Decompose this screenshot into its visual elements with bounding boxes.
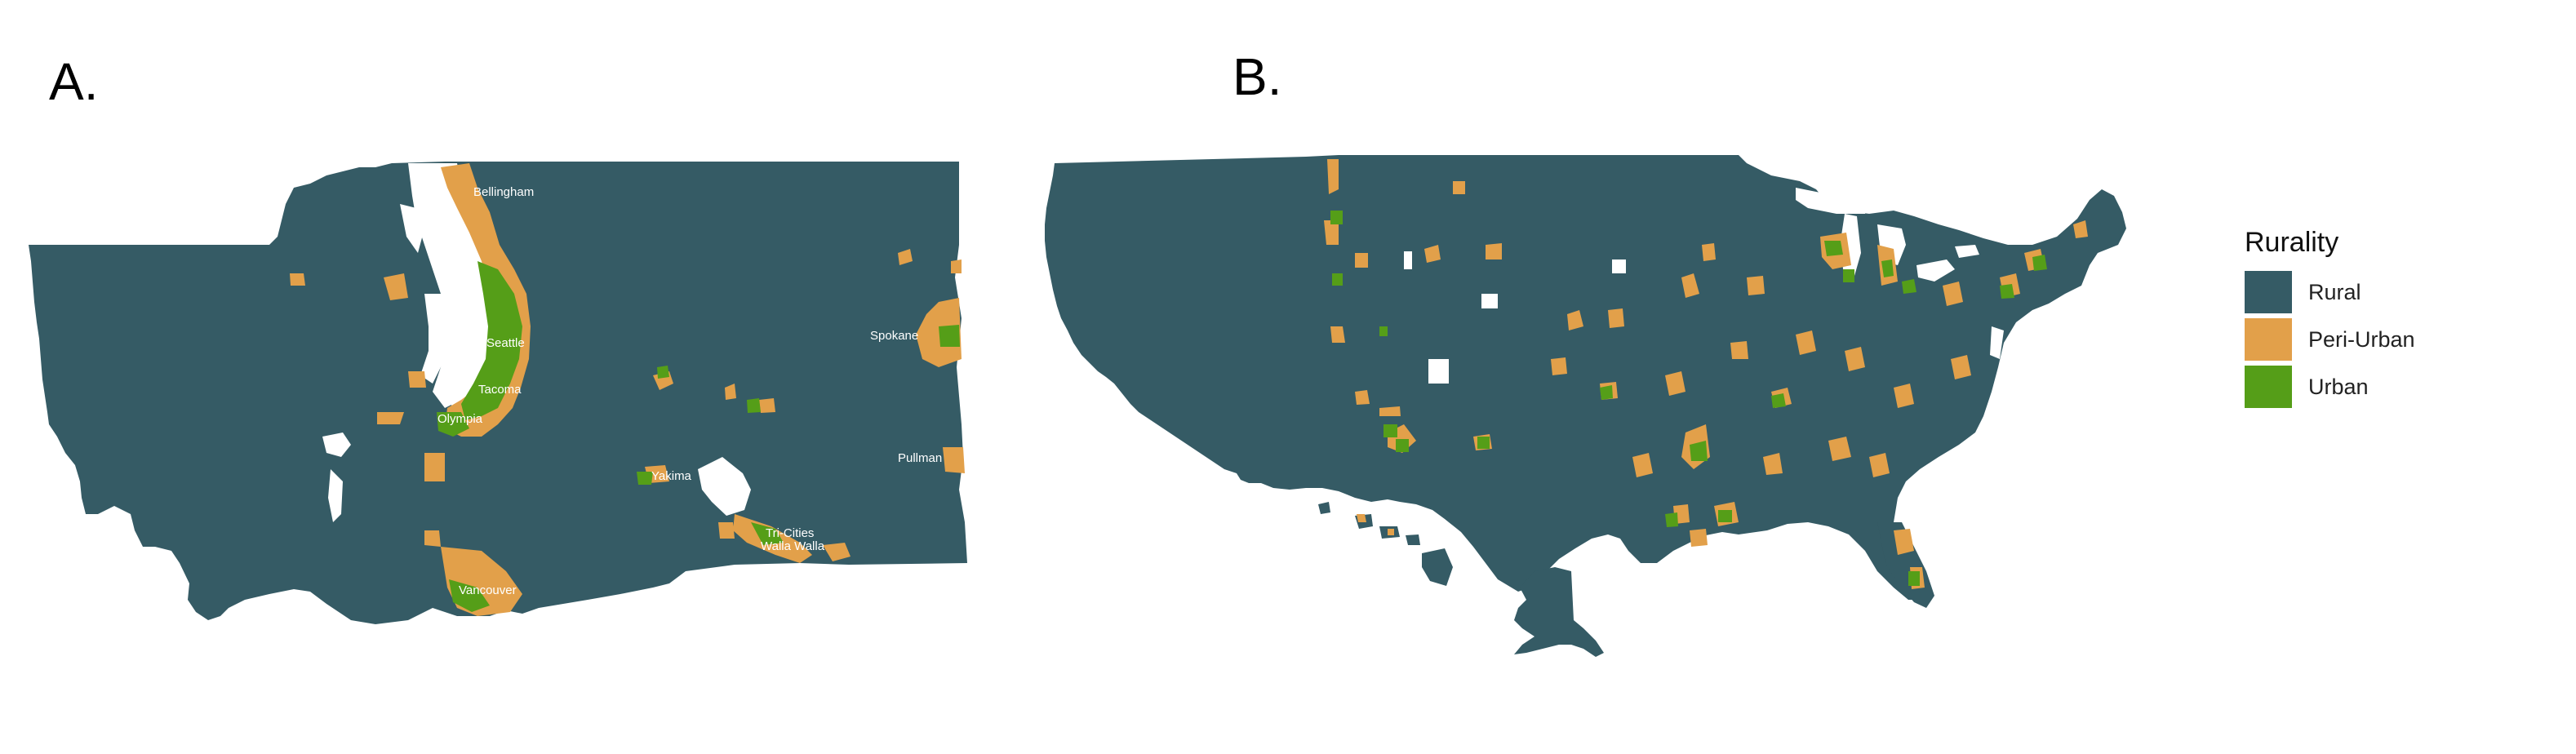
city-label-yakima: Yakima [651,469,692,483]
rurality-legend: Rurality Rural Peri-Urban Urban [2245,227,2489,410]
city-label-vancouver: Vancouver [459,583,517,597]
great-lakes-water [1404,188,2004,384]
legend-swatch-rural [2245,271,2292,313]
washington-city-labels: Bellingham Seattle Tacoma Olympia Spokan… [437,185,942,597]
hawaii-peri-urban [1357,514,1394,535]
city-label-spokane: Spokane [870,329,918,343]
us-map [1045,155,2126,657]
city-label-tri-cities: Tri-Cities [766,526,814,540]
city-label-pullman: Pullman [898,451,942,465]
legend-label-rural: Rural [2308,279,2361,304]
alaska [1514,567,1604,657]
legend-item-rural: Rural [2245,268,2489,316]
legend-label-peri-urban: Peri-Urban [2308,326,2415,352]
legend-swatch-peri-urban [2245,318,2292,361]
city-label-bellingham: Bellingham [473,185,534,199]
hawaii-islands [1318,502,1453,586]
us-urban-areas [1330,211,2047,586]
legend-item-peri-urban: Peri-Urban [2245,316,2489,363]
washington-map: Bellingham Seattle Tacoma Olympia Spokan… [29,162,967,624]
city-label-walla-walla: Walla Walla [761,539,825,553]
legend-title: Rurality [2245,227,2339,258]
city-label-seattle: Seattle [486,336,525,350]
legend-label-urban: Urban [2308,374,2369,399]
city-label-tacoma: Tacoma [478,383,522,397]
us-rural-area [1045,155,2126,600]
legend-swatch-urban [2245,366,2292,408]
city-label-olympia: Olympia [437,412,483,426]
panel-b-label: B. [1232,47,1282,106]
washington-urban-areas [437,261,960,612]
panel-a-label: A. [49,52,99,111]
legend-item-urban: Urban [2245,363,2489,410]
